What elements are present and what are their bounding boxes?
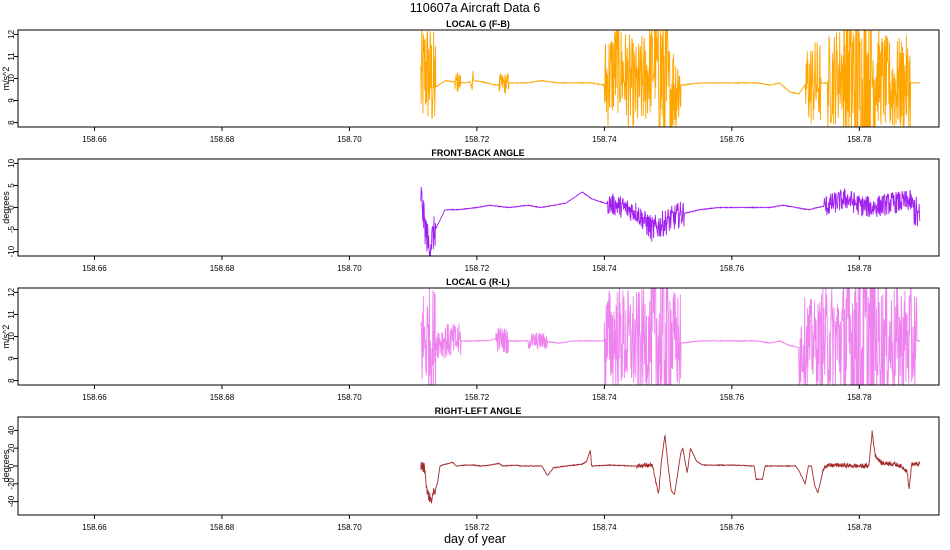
y-tick-label: 9 xyxy=(7,356,16,361)
y-axis-label: m/s^2 xyxy=(1,67,11,91)
x-tick-label: 158.74 xyxy=(592,264,617,273)
y-tick-label: 0 xyxy=(7,463,16,468)
x-tick-label: 158.74 xyxy=(592,393,617,402)
y-tick-label: 8 xyxy=(7,378,16,383)
y-axis-label: degrees xyxy=(1,191,11,224)
y-tick-label: -20 xyxy=(7,477,16,489)
x-tick-label: 158.66 xyxy=(82,393,107,402)
y-tick-label: 10 xyxy=(7,74,16,83)
panel-title: FRONT-BACK ANGLE xyxy=(431,148,524,158)
panel-front-back-angle: FRONT-BACK ANGLE degrees -10 -5 0 5 10 158.66 15… xyxy=(1,148,940,273)
panel-title: LOCAL G (F-B) xyxy=(446,19,510,29)
figure-title: 110607a Aircraft Data 6 xyxy=(410,1,540,15)
x-tick-label: 158.70 xyxy=(337,523,362,532)
x-tick-label: 158.68 xyxy=(210,264,235,273)
y-tick-label: 11 xyxy=(7,310,16,319)
y-tick-label: 10 xyxy=(7,332,16,341)
y-tick-label: 20 xyxy=(7,443,16,452)
x-tick-label: 158.72 xyxy=(465,135,490,144)
x-tick-label: 158.74 xyxy=(592,523,617,532)
y-tick-label: 10 xyxy=(7,158,16,167)
x-tick-label: 158.70 xyxy=(337,135,362,144)
x-tick-label: 158.76 xyxy=(720,264,745,273)
x-tick-label: 158.78 xyxy=(847,523,872,532)
y-tick-label: -10 xyxy=(7,245,16,257)
y-axis-label: degrees xyxy=(1,449,11,482)
y-tick-label: 12 xyxy=(7,29,16,38)
y-tick-label: 11 xyxy=(7,52,16,61)
panel-right-left-angle: RIGHT-LEFT ANGLE degrees -40 -20 0 20 40 158.66… xyxy=(1,406,940,532)
x-tick-label: 158.72 xyxy=(465,393,490,402)
y-tick-label: -5 xyxy=(7,225,16,233)
x-tick-label: 158.70 xyxy=(337,264,362,273)
y-axis-label: m/s^2 xyxy=(1,325,11,349)
x-tick-label: 158.76 xyxy=(720,135,745,144)
x-tick-label: 158.76 xyxy=(720,393,745,402)
series-line xyxy=(420,186,921,256)
panel-title: LOCAL G (R-L) xyxy=(446,277,510,287)
x-axis-label: day of year xyxy=(444,532,506,546)
series-line xyxy=(420,430,921,504)
series-line xyxy=(420,30,920,127)
y-tick-label: 40 xyxy=(7,425,16,434)
plot-frame xyxy=(17,29,940,128)
panel-title: RIGHT-LEFT ANGLE xyxy=(435,406,522,416)
series-line xyxy=(420,288,921,385)
panel-local-g-rl: LOCAL G (R-L) m/s^2 8 9 10 11 12 158.66 158.68 15… xyxy=(1,277,940,402)
y-tick-label: -40 xyxy=(7,495,16,507)
x-tick-label: 158.68 xyxy=(210,135,235,144)
y-tick-label: 12 xyxy=(7,287,16,296)
y-tick-label: 5 xyxy=(7,183,16,188)
x-tick-label: 158.76 xyxy=(720,523,745,532)
x-tick-label: 158.78 xyxy=(847,264,872,273)
x-tick-label: 158.74 xyxy=(592,135,617,144)
x-tick-label: 158.68 xyxy=(210,393,235,402)
y-tick-label: 8 xyxy=(7,120,16,125)
x-tick-label: 158.66 xyxy=(82,523,107,532)
x-tick-label: 158.78 xyxy=(847,135,872,144)
x-tick-label: 158.72 xyxy=(465,523,490,532)
x-tick-label: 158.66 xyxy=(82,135,107,144)
x-tick-label: 158.78 xyxy=(847,393,872,402)
x-tick-label: 158.72 xyxy=(465,264,490,273)
x-tick-label: 158.68 xyxy=(210,523,235,532)
x-tick-label: 158.70 xyxy=(337,393,362,402)
panel-local-g-fb: LOCAL G (F-B) m/s^2 8 9 10 11 12 158.66 158.68 15… xyxy=(1,19,940,144)
y-tick-label: 0 xyxy=(7,205,16,210)
y-tick-label: 9 xyxy=(7,98,16,103)
x-tick-label: 158.66 xyxy=(82,264,107,273)
